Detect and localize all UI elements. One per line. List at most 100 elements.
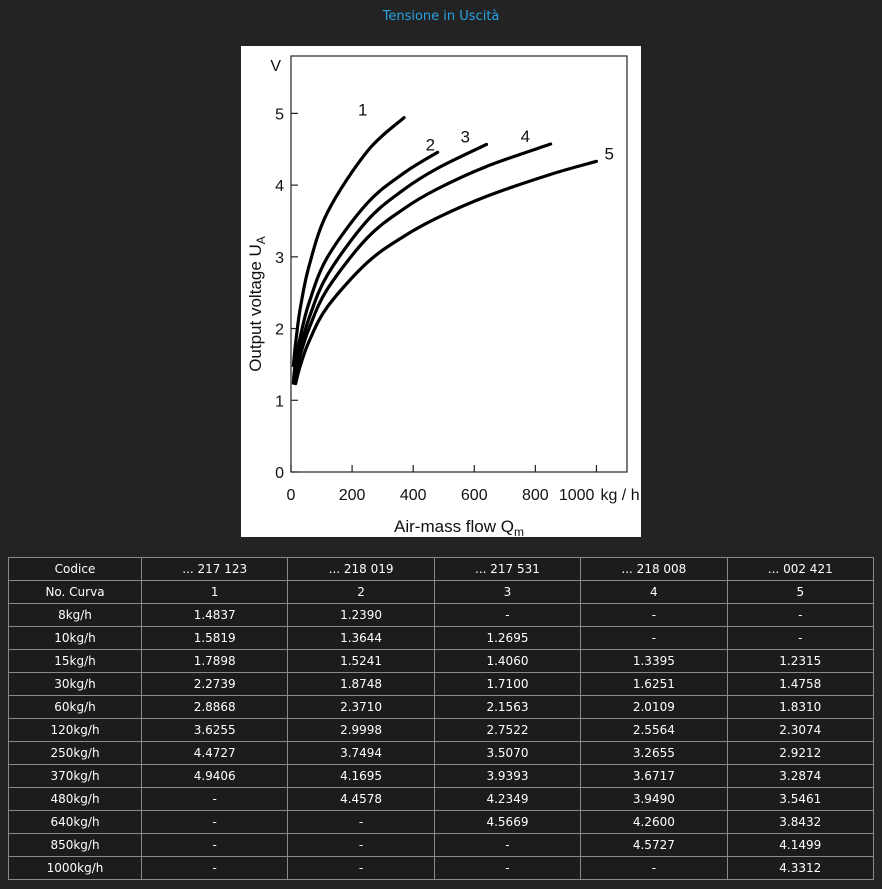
table-cell: 1.4060 bbox=[433, 649, 582, 673]
series-line-4 bbox=[293, 142, 553, 378]
table-cell: 3.7494 bbox=[287, 741, 435, 765]
table-cell: 4.4578 bbox=[287, 787, 435, 811]
table-cell: 5 bbox=[726, 580, 875, 604]
table-cell: 1.8310 bbox=[726, 695, 875, 719]
table-cell: 3.6717 bbox=[580, 764, 728, 788]
table-row: 850kg/h - - -4.5727 4.1499 bbox=[8, 833, 875, 857]
table-cell: 3.9490 bbox=[580, 787, 728, 811]
table-row: No. Curva 1 2 3 4 5 bbox=[8, 580, 875, 604]
series-label-3: 3 bbox=[460, 127, 469, 146]
table-cell: 2.3074 bbox=[726, 718, 875, 742]
table-cell: 2.0109 bbox=[580, 695, 728, 719]
table-row: 10kg/h 1.5819 1.3644 1.2695- - bbox=[8, 626, 875, 650]
table-cell: 3.6255 bbox=[140, 718, 289, 742]
table-cell: 4.3312 bbox=[726, 856, 875, 880]
table-cell: 3.2655 bbox=[580, 741, 728, 765]
y-tick-label: 1 bbox=[275, 393, 284, 410]
table-cell: - bbox=[726, 603, 875, 627]
table-header-row: Codice... 217 123... 218 019... 217 531.… bbox=[8, 557, 875, 581]
table-cell: 2.2739 bbox=[140, 672, 289, 696]
table-cell: - bbox=[140, 810, 289, 834]
row-label-cell: No. Curva bbox=[8, 580, 142, 604]
y-axis-label: Output voltage UA bbox=[246, 236, 268, 372]
x-axis-label: Air-mass flow Qm bbox=[394, 517, 524, 537]
table-cell: 4.2349 bbox=[433, 787, 582, 811]
table-cell: 2.3710 bbox=[287, 695, 435, 719]
table-cell: 1.5819 bbox=[140, 626, 289, 650]
table-cell: - bbox=[726, 626, 875, 650]
series-label-5: 5 bbox=[604, 144, 613, 163]
table-cell: 2.8868 bbox=[140, 695, 289, 719]
table-cell: ... 217 531 bbox=[433, 557, 582, 581]
table-cell: 1.2695 bbox=[433, 626, 582, 650]
table-row: 640kg/h - -4.5669 4.2600 3.8432 bbox=[8, 810, 875, 834]
table-cell: 3.9393 bbox=[433, 764, 582, 788]
table-cell: 4 bbox=[580, 580, 728, 604]
series-label-4: 4 bbox=[521, 127, 530, 146]
x-tick-label: 800 bbox=[522, 487, 549, 504]
table-cell: 1.8748 bbox=[287, 672, 435, 696]
chart-svg: 0 1 2 3 4 5 0 200 400 600 800 1000 Vkg / h Air-mass f… bbox=[246, 55, 640, 537]
row-label-cell: 1000kg/h bbox=[8, 856, 142, 880]
y-tick-label: 0 bbox=[275, 465, 284, 482]
table-cell: - bbox=[433, 833, 582, 857]
table-cell: ... 002 421 bbox=[726, 557, 875, 581]
table-cell: - bbox=[433, 856, 582, 880]
series-line-2 bbox=[291, 150, 440, 385]
table-cell: 1.6251 bbox=[580, 672, 728, 696]
series-label-2: 2 bbox=[426, 135, 435, 154]
table-cell: 1.4758 bbox=[726, 672, 875, 696]
table-cell: 3.5461 bbox=[726, 787, 875, 811]
table-cell: 3.8432 bbox=[726, 810, 875, 834]
table-cell: ... 218 008 bbox=[580, 557, 728, 581]
table-row: 120kg/h 3.6255 2.9998 2.7522 2.5564 2.3074 bbox=[8, 718, 875, 742]
table-cell: 4.2600 bbox=[580, 810, 728, 834]
table-cell: - bbox=[433, 603, 582, 627]
series-line-5 bbox=[293, 159, 599, 386]
row-label-cell: 30kg/h bbox=[8, 672, 142, 696]
x-tick-label: 200 bbox=[339, 487, 366, 504]
row-label-cell: 120kg/h bbox=[8, 718, 142, 742]
table-row: 60kg/h 2.8868 2.3710 2.1563 2.0109 1.8310 bbox=[8, 695, 875, 719]
table-cell: - bbox=[287, 833, 435, 857]
table-cell: - bbox=[287, 810, 435, 834]
row-label-cell: 8kg/h bbox=[8, 603, 142, 627]
table-row: 370kg/h 4.9406 4.1695 3.9393 3.6717 3.2874 bbox=[8, 764, 875, 788]
table-cell: 1.4837 bbox=[140, 603, 289, 627]
series-line-1 bbox=[291, 116, 406, 368]
table-cell: 2 bbox=[287, 580, 435, 604]
row-label-cell: 10kg/h bbox=[8, 626, 142, 650]
table-cell: 1.2315 bbox=[726, 649, 875, 673]
series-label-1: 1 bbox=[358, 101, 367, 120]
table-cell: 4.9406 bbox=[140, 764, 289, 788]
row-label-cell: 250kg/h bbox=[8, 741, 142, 765]
plot-frame bbox=[290, 55, 628, 473]
table-cell: - bbox=[140, 833, 289, 857]
table-cell: 4.5669 bbox=[433, 810, 582, 834]
table-cell: 4.1695 bbox=[287, 764, 435, 788]
table-row: 250kg/h 4.4727 3.7494 3.5070 3.2655 2.9212 bbox=[8, 741, 875, 765]
table-cell: - bbox=[580, 626, 728, 650]
row-label-cell: Codice bbox=[8, 557, 142, 581]
y-tick-label: 2 bbox=[275, 322, 284, 339]
page-title: Tensione in Uscità bbox=[382, 9, 500, 24]
table-cell: 1.5241 bbox=[287, 649, 435, 673]
table-cell: 1.3644 bbox=[287, 626, 435, 650]
row-label-cell: 850kg/h bbox=[8, 833, 142, 857]
x-tick-label: 0 bbox=[287, 487, 296, 504]
table-cell: 1.7100 bbox=[433, 672, 582, 696]
x-unit-label: kg / h bbox=[600, 487, 639, 504]
table-cell: - bbox=[287, 856, 435, 880]
y-tick-label: 3 bbox=[275, 250, 284, 267]
table-cell: - bbox=[140, 787, 289, 811]
table-cell: 2.9212 bbox=[726, 741, 875, 765]
row-label-cell: 370kg/h bbox=[8, 764, 142, 788]
table-cell: 2.9998 bbox=[287, 718, 435, 742]
table-cell: 3.2874 bbox=[726, 764, 875, 788]
data-table: Codice... 217 123... 218 019... 217 531.… bbox=[8, 557, 875, 880]
row-label-cell: 640kg/h bbox=[8, 810, 142, 834]
table-row: 1000kg/h - - - -4.3312 bbox=[8, 856, 875, 880]
y-tick-label: 4 bbox=[275, 178, 284, 195]
table-row: 30kg/h 2.2739 1.8748 1.7100 1.6251 1.4758 bbox=[8, 672, 875, 696]
table-row: 15kg/h 1.7898 1.5241 1.4060 1.3395 1.2315 bbox=[8, 649, 875, 673]
